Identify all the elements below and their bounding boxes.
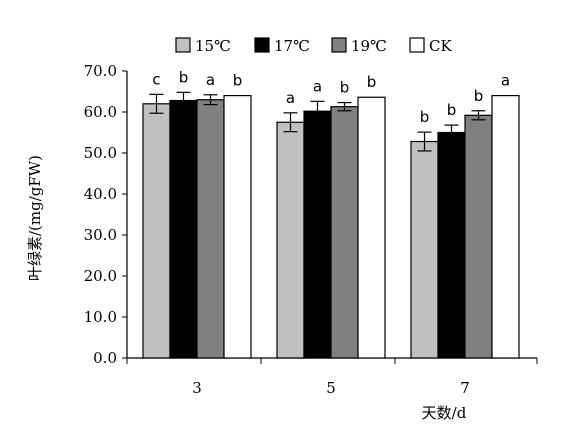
y-tick-label: 30.0 [84, 226, 117, 244]
legend-label: 19℃ [351, 37, 387, 55]
bar [464, 114, 493, 359]
bar [330, 106, 359, 359]
significance-label: b [447, 101, 457, 119]
y-tick-label: 60.0 [84, 103, 117, 121]
axes: 0.0 10.0 20.0 30.0 40.0 50.0 60.0 70.0 3 5 7 [84, 62, 538, 397]
bar [437, 131, 466, 359]
y-tick-label: 70.0 [84, 62, 117, 80]
bar [276, 121, 305, 359]
legend-swatch [175, 37, 191, 53]
bar [142, 103, 171, 359]
significance-label: c [152, 70, 160, 88]
significance-label: a [206, 71, 215, 89]
bars [142, 94, 520, 359]
significance-label: b [340, 79, 350, 97]
x-tick-label: 5 [326, 379, 336, 397]
y-tick-label: 10.0 [84, 308, 117, 326]
bar [169, 99, 198, 359]
significance-label: b [474, 87, 484, 105]
y-tick-label: 40.0 [84, 185, 117, 203]
bar [491, 94, 520, 359]
error-bars [149, 91, 486, 152]
bar [223, 94, 252, 359]
significance-label: b [179, 68, 189, 86]
significance-label: a [286, 89, 295, 107]
significance-label: a [501, 72, 510, 90]
legend-label: 15℃ [195, 37, 231, 55]
legend-swatch [331, 37, 347, 53]
x-axis-title: 天数/d [422, 404, 467, 422]
y-tick-label: 0.0 [93, 349, 117, 367]
y-axis-title: 叶绿素/(mg/gFW) [26, 155, 44, 281]
significance-label: b [420, 108, 430, 126]
bar [196, 99, 225, 359]
x-tick-label: 3 [192, 379, 202, 397]
legend-swatch [409, 37, 425, 53]
legend: 15℃ 17℃ 19℃ CK [175, 37, 452, 55]
x-tick-label: 7 [460, 379, 470, 397]
bar [357, 96, 386, 359]
legend-label: 17℃ [274, 37, 310, 55]
significance-label: b [233, 72, 243, 90]
significance-label: b [367, 73, 377, 91]
legend-label: CK [429, 37, 452, 55]
bar [410, 140, 439, 359]
significance-label: a [313, 77, 322, 95]
legend-swatch [254, 37, 270, 53]
y-tick-label: 20.0 [84, 267, 117, 285]
y-tick-label: 50.0 [84, 144, 117, 162]
bar [303, 110, 332, 359]
